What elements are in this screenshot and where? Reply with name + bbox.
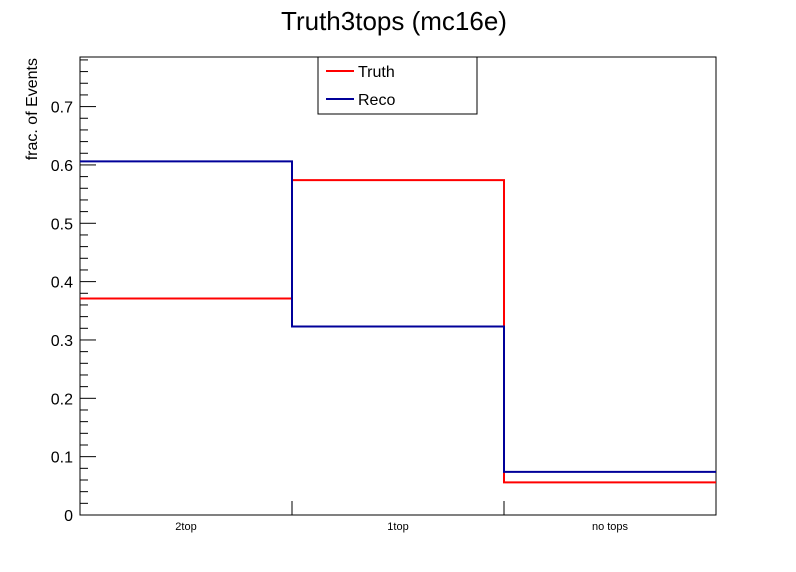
series-lines: [80, 160, 716, 484]
plot-frame: [79, 56, 717, 516]
y-axis-label: frac. of Events: [24, 58, 41, 160]
y-tick-label: 0.6: [51, 158, 73, 175]
y-tick-label: 0: [64, 508, 73, 525]
x-category-label: no tops: [592, 521, 629, 533]
legend-box: [317, 56, 478, 115]
legend: Truth Reco: [317, 56, 478, 115]
x-category-label: 2top: [175, 521, 196, 533]
y-tick-label: 0.2: [51, 391, 73, 408]
series-line-reco: [80, 160, 716, 473]
chart-title: Truth3tops (mc16e): [281, 6, 507, 36]
y-tick-label: 0.4: [51, 275, 73, 292]
y-tick-label: 0.5: [51, 216, 73, 233]
series-line-truth: [80, 179, 716, 484]
y-tick-label: 0.7: [51, 100, 73, 117]
x-axis-tick-labels: 2top 1top no tops: [175, 521, 628, 533]
y-axis-ticks: [80, 59, 96, 516]
x-axis-ticks: [291, 501, 505, 515]
legend-label-truth: Truth: [358, 64, 395, 81]
y-axis-tick-labels: 0 0.1 0.2 0.3 0.4 0.5 0.6 0.7: [51, 100, 73, 525]
y-tick-label: 0.3: [51, 333, 73, 350]
legend-label-reco: Reco: [358, 92, 395, 109]
x-category-label: 1top: [387, 521, 408, 533]
y-tick-label: 0.1: [51, 450, 73, 467]
